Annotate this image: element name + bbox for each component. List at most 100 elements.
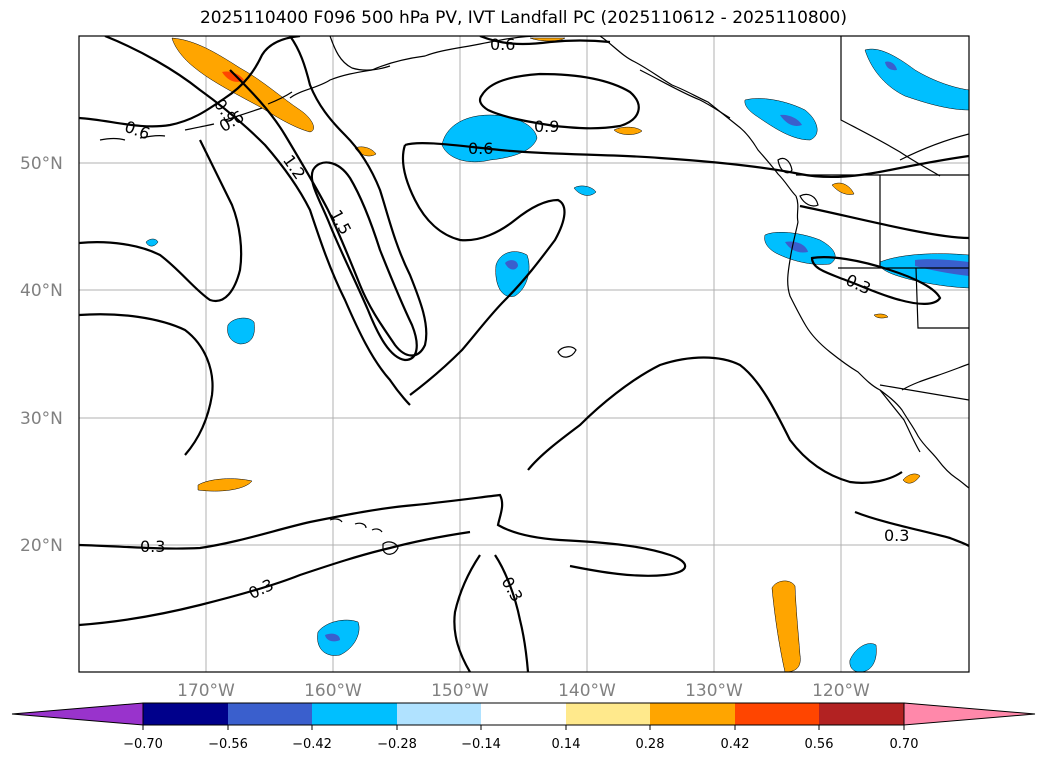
pv-contour-03-loop <box>453 554 530 672</box>
shade-orange-mexico <box>902 473 921 484</box>
lat-label-30: 30°N <box>20 409 63 429</box>
colorbar-seg-1 <box>143 703 228 725</box>
island-queen-charlotte <box>777 157 793 174</box>
shade-blue-w <box>227 317 255 345</box>
colorbar-seg-8 <box>735 703 819 725</box>
pv-contour-06-west <box>79 139 243 303</box>
lon-label-140w: 140°W <box>558 681 616 701</box>
island-hawaii3 <box>371 528 383 533</box>
island-hawaii2 <box>354 522 367 529</box>
shade-orange-nw <box>171 37 314 133</box>
clabel-1: 0.9 <box>534 117 559 136</box>
cb-tick-8: 0.56 <box>805 737 834 752</box>
cb-tick-1: −0.56 <box>208 737 248 752</box>
cb-tick-4: −0.14 <box>461 737 501 752</box>
colorbar-seg-6 <box>566 703 650 725</box>
island-aleut1 <box>99 137 126 141</box>
clabel-11: 0.3 <box>884 526 909 545</box>
colorbar-seg-2 <box>228 703 312 725</box>
shade-purple-ne <box>885 61 897 71</box>
colorbar-seg-7 <box>650 703 735 725</box>
coast-arctic <box>329 36 391 71</box>
shade-purple-sw <box>325 633 340 642</box>
colorbar-extend-right <box>903 702 1036 726</box>
colorbar-outline <box>142 702 905 726</box>
border-mexico <box>879 384 969 401</box>
shade-purple-center2 <box>505 260 518 270</box>
pv-contours <box>79 36 969 672</box>
clabel-8: 0.3 <box>140 537 165 556</box>
colorbar-seg-9 <box>819 703 904 725</box>
map-frame <box>78 35 970 673</box>
coast-fjords <box>639 69 731 119</box>
border-states2 <box>915 267 969 329</box>
colorbar-seg-5 <box>481 703 566 725</box>
lon-label-120w: 120°W <box>812 681 870 701</box>
colorbar-seg-3 <box>312 703 397 725</box>
graticule <box>79 36 969 672</box>
shade-orange-small3 <box>613 126 643 135</box>
lat-label-50: 50°N <box>20 154 63 174</box>
lon-labels: 170°W 160°W 150°W 140°W 130°W 120°W <box>177 681 870 701</box>
pv-contour-09 <box>478 72 640 130</box>
cb-tick-0: −0.70 <box>123 737 163 752</box>
island-hawaii4 <box>382 541 399 555</box>
cb-tick-6: 0.28 <box>636 737 665 752</box>
island-aleut5 <box>267 91 293 105</box>
shade-orange-ne <box>831 182 855 195</box>
colorbar-extend-left <box>11 702 144 726</box>
cb-tick-3: −0.28 <box>377 737 417 752</box>
island-aleut3 <box>184 123 215 131</box>
border-alaska <box>840 36 941 177</box>
figure-title: 2025110400 F096 500 hPa PV, IVT Landfall… <box>199 8 847 28</box>
shade-blue-s <box>849 643 877 672</box>
pv-contour-15 <box>310 161 418 362</box>
coast-ne <box>899 133 969 161</box>
pv-contour-03-ca <box>810 256 942 305</box>
lon-label-160w: 160°W <box>304 681 362 701</box>
pv-contour-06-ca <box>799 204 969 240</box>
lon-label-150w: 150°W <box>431 681 489 701</box>
pv-contour-03-south <box>79 493 687 577</box>
shade-blue-bc <box>744 98 818 141</box>
coast-baja <box>879 389 921 453</box>
shade-purple-or <box>785 241 808 253</box>
coast-mexico <box>901 363 969 391</box>
coast-wa-or <box>787 221 969 489</box>
island-vancouver <box>799 193 819 207</box>
island-aleut4 <box>224 107 263 121</box>
pv-contour-06-top <box>79 36 301 128</box>
lat-label-40: 40°N <box>20 281 63 301</box>
lon-label-130w: 130°W <box>685 681 743 701</box>
colorbar-seg-4 <box>397 703 481 725</box>
island-hawaii1 <box>329 518 343 523</box>
pv-contour-03-central <box>527 356 903 484</box>
shade-purple-bc <box>780 114 802 126</box>
island-small <box>557 346 577 358</box>
shade-blue-small2 <box>145 238 159 247</box>
colorbar: −0.70 −0.56 −0.42 −0.28 −0.14 0.14 0.28 … <box>11 702 1036 752</box>
shade-orange-ca <box>873 313 889 319</box>
pv-contour-03-sw <box>79 530 471 627</box>
coast-bc <box>795 195 799 223</box>
lon-label-170w: 170°W <box>177 681 235 701</box>
pv-contour-06-mid <box>404 142 969 179</box>
lat-label-20: 20°N <box>20 536 63 556</box>
clabel-0: 0.6 <box>490 35 515 54</box>
shade-blue-center2 <box>495 251 530 297</box>
shade-orange-se <box>771 580 801 672</box>
cb-tick-7: 0.42 <box>721 737 750 752</box>
pv-contour-band-west <box>104 36 411 406</box>
pv-contour-06-band <box>401 144 566 396</box>
cb-tick-9: 0.70 <box>890 737 919 752</box>
pv-contour-03-east <box>854 510 969 547</box>
cb-tick-2: −0.42 <box>292 737 332 752</box>
shade-orange-w <box>197 478 253 492</box>
coastlines <box>99 36 969 555</box>
cb-tick-5: 0.14 <box>552 737 581 752</box>
shade-blue-small1 <box>573 185 597 196</box>
pv-contour-06-north <box>479 36 611 46</box>
clabel-4: 0.6 <box>468 139 493 158</box>
pv-contour-03-west <box>79 313 214 456</box>
